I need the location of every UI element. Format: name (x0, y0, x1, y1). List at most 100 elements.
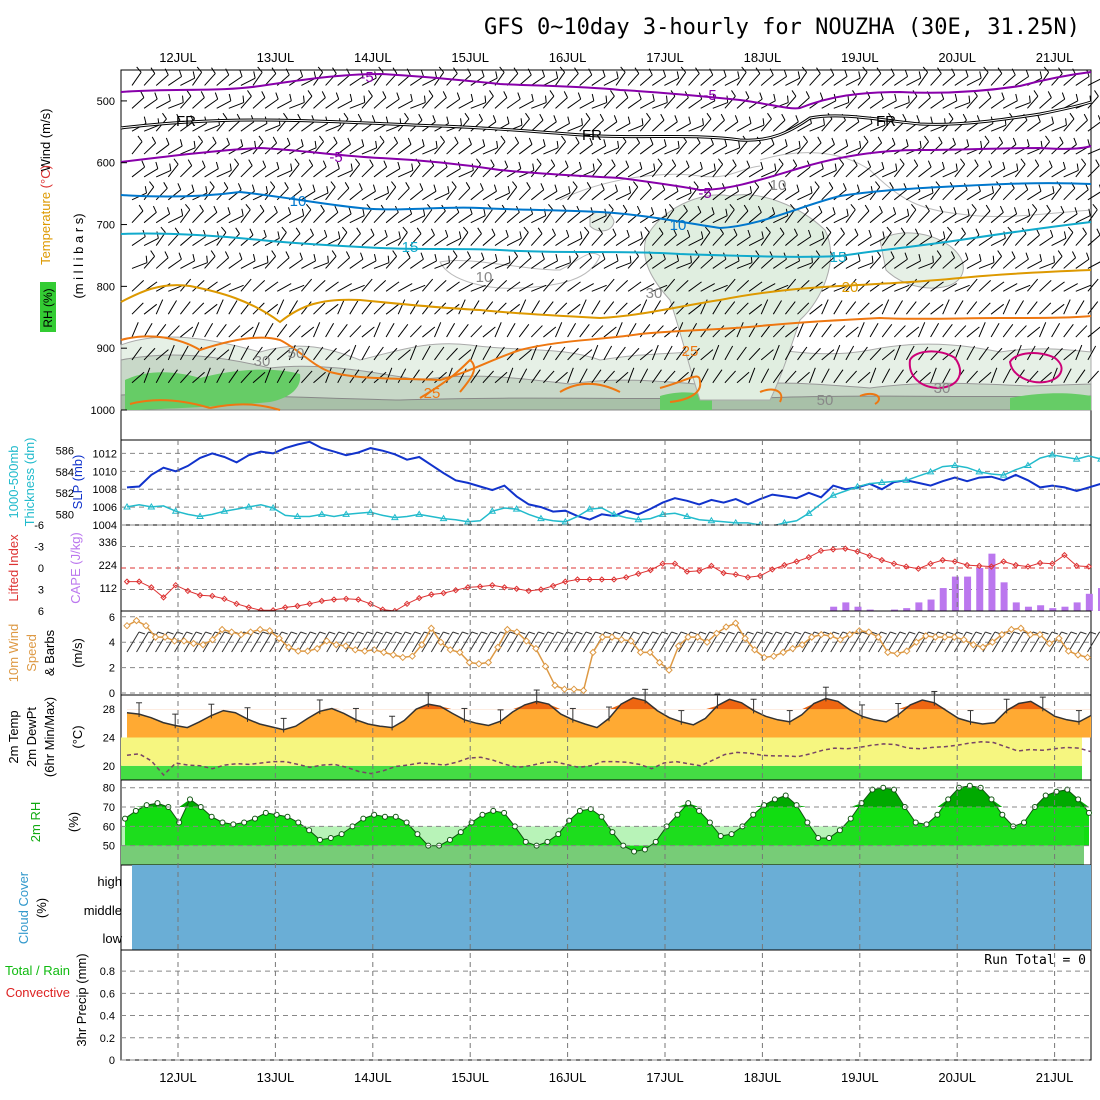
wind-barb (664, 253, 680, 269)
thickness-point (853, 482, 862, 490)
li-point (878, 556, 886, 564)
chart-title: GFS 0~10day 3-hourly for NOUZHA (30E, 31… (484, 15, 1080, 40)
wind-barb (288, 344, 296, 361)
wind-barb (555, 66, 566, 86)
wind-barb (1026, 203, 1038, 223)
wind-speed-point (351, 646, 359, 654)
wind-barb (627, 347, 640, 361)
wind-barb (1039, 116, 1054, 132)
wind-barb (833, 369, 844, 384)
wind-barb (942, 283, 957, 292)
wind-barb (845, 228, 859, 246)
run-total-label: Run Total = 0 (984, 953, 1086, 968)
wind-barb (482, 71, 498, 86)
thickness-point (147, 502, 156, 510)
thickness-point (1024, 461, 1032, 468)
wind-barb (325, 347, 337, 361)
temp-area (127, 697, 1091, 738)
wind-barb (409, 325, 422, 338)
wind-barb (651, 158, 663, 178)
li-point (976, 562, 983, 570)
wind-barb (1039, 280, 1052, 292)
wind-barb (894, 95, 910, 109)
wind-barb (470, 252, 485, 269)
precip-tick-label: 0.6 (100, 988, 115, 1000)
wind-barb (894, 208, 910, 224)
wind-barb (797, 135, 808, 155)
pressure-axis: 500 600 700 800 900 1000 (91, 96, 127, 417)
wind-barb (325, 92, 340, 109)
wind-barb (881, 68, 895, 86)
wind-barb (361, 159, 374, 178)
wind-barb (591, 369, 602, 384)
li-point (842, 545, 849, 552)
li-point (160, 594, 167, 601)
wind-barb (918, 160, 932, 178)
li-point (367, 600, 374, 608)
rh-90-patch (1010, 393, 1091, 410)
thickness-point (999, 471, 1008, 478)
wind-barb (301, 278, 313, 292)
wind-barb (555, 371, 568, 384)
wind-barb (651, 227, 664, 246)
thickness-point (220, 507, 229, 514)
wind-barb (337, 299, 345, 315)
wind-barb (615, 302, 628, 315)
wind-barb (216, 207, 231, 224)
wind-barb (131, 371, 145, 384)
wind-barb (155, 368, 165, 384)
wind-speed-point (256, 625, 264, 634)
wind-speed-point (579, 686, 588, 695)
wind10m-barb (621, 631, 640, 653)
wind-barb (905, 345, 915, 361)
wind-barb (264, 367, 272, 383)
wind-barb (652, 284, 668, 292)
wind-speed-point (969, 641, 978, 649)
wind-speed-point (836, 635, 844, 644)
wind-barb (204, 205, 218, 224)
wind-barb (518, 68, 532, 86)
wind-barb (410, 95, 426, 109)
li-point (452, 587, 459, 594)
wind-barb (422, 90, 434, 109)
thickness-point (390, 513, 399, 521)
wind-barb (1015, 69, 1030, 86)
wind-barb (978, 91, 992, 109)
wind-barb (179, 203, 191, 223)
wind-speed-point (456, 648, 464, 657)
wind-barb (422, 228, 435, 246)
wind-barb (639, 68, 653, 86)
li-point (245, 604, 252, 611)
wind-barb (869, 92, 884, 109)
rh-point (728, 831, 735, 838)
wind-barb (797, 346, 808, 361)
pressure-tick-label: 800 (97, 281, 115, 293)
wind-barb (361, 184, 376, 201)
wind-speed-point (218, 625, 226, 634)
thickness-axis-label: 1000-500mb (6, 446, 21, 519)
wind-barb (845, 326, 859, 338)
wind-barb (1051, 250, 1063, 269)
rh2m-panel: 80 70 60 50 2m RH (%) (28, 779, 1092, 866)
precip-ticks: 0.8 0.6 0.4 0.2 0 (100, 966, 115, 1067)
wind-barb (1063, 323, 1074, 338)
wind-barb (857, 160, 872, 178)
wind-speed-point (750, 646, 759, 654)
wind-barb (736, 229, 751, 246)
wind10m-barb (278, 631, 298, 653)
wind-barb (639, 299, 648, 315)
cloud-cover-unit-label: (%) (34, 898, 49, 918)
li-point (598, 576, 606, 583)
rh-mid-band (121, 826, 1084, 846)
rh-point (674, 811, 681, 818)
li-point (525, 587, 532, 595)
wind-barb (615, 91, 629, 109)
rh-tick-label: 70 (103, 802, 115, 814)
wind-barb (736, 116, 752, 132)
wind-barb (773, 69, 788, 86)
wind10m-barb (716, 631, 735, 653)
wind-barb (518, 137, 533, 155)
wind-barb (615, 66, 626, 86)
precip-tick-label: 0.4 (100, 1011, 115, 1023)
